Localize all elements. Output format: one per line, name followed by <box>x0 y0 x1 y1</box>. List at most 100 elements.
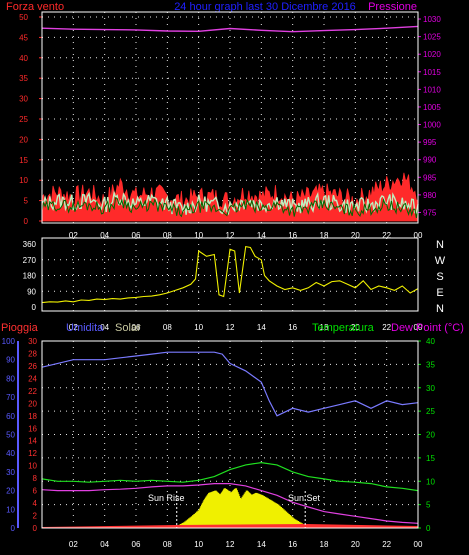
pressure-tick-label: 1030 <box>423 15 441 24</box>
solar-bar <box>194 512 198 528</box>
temperature-tick-label: 30 <box>426 384 435 393</box>
solar-bar <box>197 510 200 528</box>
solar-bar <box>193 514 196 528</box>
solar-bar <box>262 496 265 528</box>
direction-tick-label: 90 <box>27 287 36 296</box>
x-tick-label: 18 <box>320 231 329 240</box>
wind-tick-label: 25 <box>19 115 28 124</box>
bottom-axis-ticks: 0102030405060708090100024681012141618202… <box>2 337 436 549</box>
temperature-tick-label: 40 <box>426 337 435 346</box>
humidity-tick-label: 90 <box>6 356 15 365</box>
solar-bar <box>269 499 272 528</box>
temperature-tick-label: 25 <box>426 407 435 416</box>
humidity-tick-label: 50 <box>6 431 15 440</box>
direction-tick-label: 0 <box>32 303 37 312</box>
solar-bar <box>290 516 293 528</box>
x-tick-label: 18 <box>320 323 329 332</box>
temperature-tick-label: 10 <box>426 477 435 486</box>
legend-humidity: Umidita <box>66 322 104 334</box>
wind-tick-label: 5 <box>24 197 29 206</box>
solar-bar <box>278 505 281 528</box>
humidity-line <box>41 351 419 417</box>
legend-solar: Solar <box>115 322 141 334</box>
x-tick-label: 14 <box>257 540 266 549</box>
x-tick-label: 22 <box>382 323 391 332</box>
wind-average-line <box>41 196 419 218</box>
pressure-tick-label: 995 <box>423 138 437 147</box>
x-tick-label: 10 <box>194 231 203 240</box>
x-tick-label: 12 <box>226 231 235 240</box>
rain-tick-label: 30 <box>28 337 37 346</box>
x-tick-label: 00 <box>414 323 423 332</box>
solar-bar <box>263 496 267 528</box>
direction-frame <box>41 237 419 312</box>
bottom-frame <box>41 340 419 529</box>
solar-bar <box>271 501 275 528</box>
rain-tick-label: 16 <box>28 424 37 433</box>
rain-baseline <box>42 524 418 528</box>
x-tick-label: 16 <box>288 540 297 549</box>
wind-pressure-panel: Forza vento 24 hour graph last 30 Dicemb… <box>6 1 441 240</box>
humidity-tick-label: 70 <box>6 393 15 402</box>
humidity-tick-label: 40 <box>6 449 15 458</box>
legend-dewpoint: Dew Point (°C) <box>391 322 464 334</box>
sun-rise-label: Sun Rise <box>148 493 185 503</box>
x-tick-label: 22 <box>382 231 391 240</box>
humidity-tick-label: 10 <box>6 505 15 514</box>
humidity-tick-label: 60 <box>6 412 15 421</box>
x-tick-label: 14 <box>257 323 266 332</box>
direction-tick-label: 270 <box>23 256 37 265</box>
solar-bar <box>291 517 294 528</box>
x-tick-label: 20 <box>351 323 360 332</box>
x-tick-label: 16 <box>288 231 297 240</box>
solar-bar <box>189 517 192 528</box>
x-tick-label: 22 <box>382 540 391 549</box>
rain-tick-label: 26 <box>28 362 37 371</box>
wind-tick-label: 35 <box>19 74 28 83</box>
x-tick-label: 16 <box>288 323 297 332</box>
direction-tick-label: 180 <box>23 272 37 281</box>
wind-tick-label: 40 <box>19 54 28 63</box>
solar-bar <box>275 503 279 528</box>
pressure-tick-label: 1020 <box>423 50 441 59</box>
x-tick-label: 20 <box>351 540 360 549</box>
x-tick-label: 02 <box>69 540 78 549</box>
x-tick-label: 10 <box>194 323 203 332</box>
temperature-tick-label: 15 <box>426 454 435 463</box>
wind-speed-line <box>41 190 419 216</box>
pressure-tick-label: 985 <box>423 173 437 182</box>
rain-tick-label: 12 <box>28 449 37 458</box>
rain-tick-label: 0 <box>33 524 38 533</box>
rain-tick-label: 8 <box>33 474 38 483</box>
solar-bar <box>288 515 292 528</box>
direction-tick-label: 360 <box>23 240 37 249</box>
humidity-tick-label: 100 <box>2 337 16 346</box>
x-tick-label: 08 <box>163 231 172 240</box>
solar-bar <box>266 498 269 528</box>
solar-bar <box>279 507 282 528</box>
temperature-tick-label: 0 <box>426 524 431 533</box>
pressure-tick-label: 975 <box>423 208 437 217</box>
x-tick-label: 10 <box>194 540 203 549</box>
rain-tick-label: 24 <box>28 374 37 383</box>
chart-title: 24 hour graph last 30 Dicembre 2016 <box>174 1 356 13</box>
compass-letter: W <box>435 255 446 267</box>
x-tick-label: 08 <box>163 540 172 549</box>
solar-bar <box>273 502 276 528</box>
wind-tick-label: 15 <box>19 156 28 165</box>
solar-bar <box>274 503 277 528</box>
top-axis-ticks: 0510152025303540455097598098599099510001… <box>19 13 441 240</box>
solar-bar <box>292 518 296 528</box>
compass-letter: N <box>436 303 444 315</box>
solar-bar <box>186 519 190 528</box>
rain-tick-label: 28 <box>28 349 37 358</box>
top-series <box>41 25 419 222</box>
solar-bar <box>286 512 289 528</box>
solar-bar <box>270 500 273 528</box>
solar-bar <box>190 516 194 528</box>
x-tick-label: 00 <box>414 540 423 549</box>
x-tick-label: 04 <box>100 231 109 240</box>
solar-bar <box>287 514 290 528</box>
wind-tick-label: 45 <box>19 33 28 42</box>
